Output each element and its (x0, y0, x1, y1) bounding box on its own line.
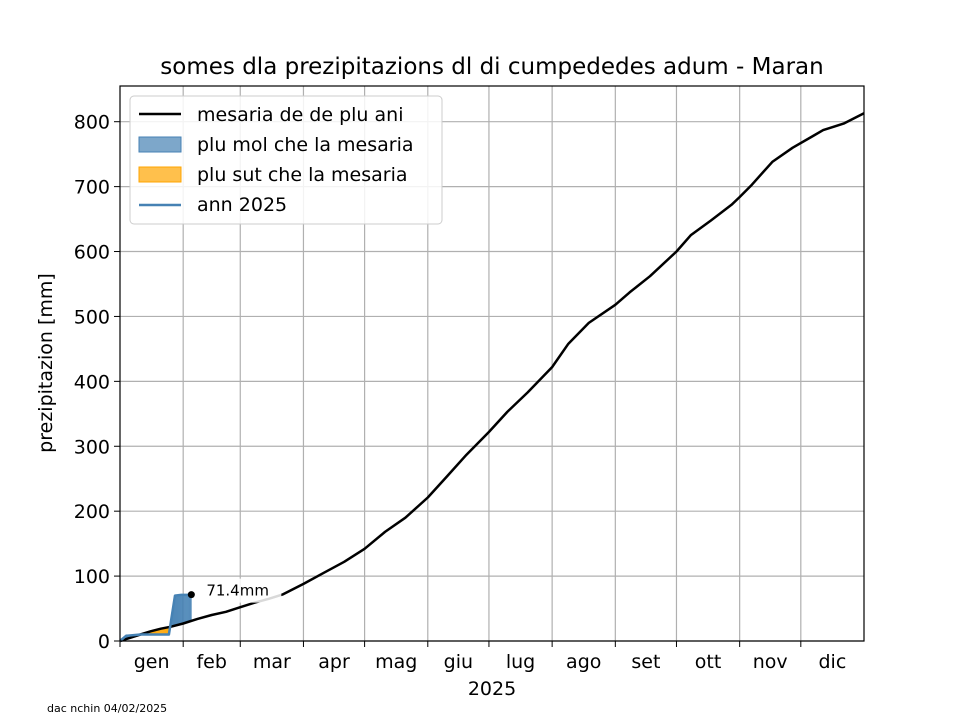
legend: mesaria de de plu ani plu mol che la mes… (129, 95, 443, 225)
series-lines (119, 112, 865, 643)
footnote: dac nchin 04/02/2025 (47, 702, 167, 715)
y-tick-label: 700 (74, 177, 110, 199)
axis-ticks: 0 100 200 300 400 500 600 700 800 gen feb mar apr mag… (74, 112, 847, 673)
annotations: 71.4mm (187, 578, 282, 603)
x-tick-label: dic (819, 651, 847, 673)
y-axis-title: prezipitazion [mm] (35, 273, 57, 453)
x-tick-label: feb (196, 651, 226, 673)
legend-box (129, 95, 443, 225)
year-2025-line (119, 593, 192, 642)
y-tick-label: 500 (74, 306, 110, 328)
legend-label-mean: mesaria de de plu ani (197, 104, 403, 126)
y-tick-label: 300 (74, 436, 110, 458)
x-axis-title: 2025 (468, 678, 516, 700)
x-tick-label: set (631, 651, 660, 673)
legend-label-year: ann 2025 (197, 194, 287, 216)
y-tick-label: 800 (74, 112, 110, 134)
legend-label-above: plu mol che la mesaria (197, 134, 414, 156)
plot-frame (119, 85, 865, 642)
x-tick-label: nov (753, 651, 788, 673)
fill-above-mean (190, 594, 192, 622)
annotation-background (201, 578, 282, 603)
x-tick-label: ott (695, 651, 722, 673)
y-tick-label: 100 (74, 566, 110, 588)
x-tick-label: giu (444, 651, 473, 673)
legend-label-below: plu sut che la mesaria (197, 164, 408, 186)
legend-below-swatch (138, 166, 182, 183)
x-tick-label: gen (134, 651, 170, 673)
y-tick-label: 200 (74, 501, 110, 523)
x-tick-label: mag (375, 651, 417, 673)
x-tick-label: mar (253, 651, 291, 673)
y-tick-label: 0 (98, 631, 110, 653)
mean-line (119, 112, 865, 643)
x-tick-label: ago (566, 651, 601, 673)
last-value-marker (187, 591, 195, 599)
legend-above-swatch (138, 136, 182, 153)
y-tick-label: 400 (74, 371, 110, 393)
x-tick-label: apr (318, 651, 350, 673)
y-tick-label: 600 (74, 242, 110, 264)
x-tick-label: lug (506, 651, 535, 673)
last-value-label: 71.4mm (206, 582, 269, 600)
chart-title: somes dla prezipitazions dl di cumpedede… (160, 54, 823, 80)
